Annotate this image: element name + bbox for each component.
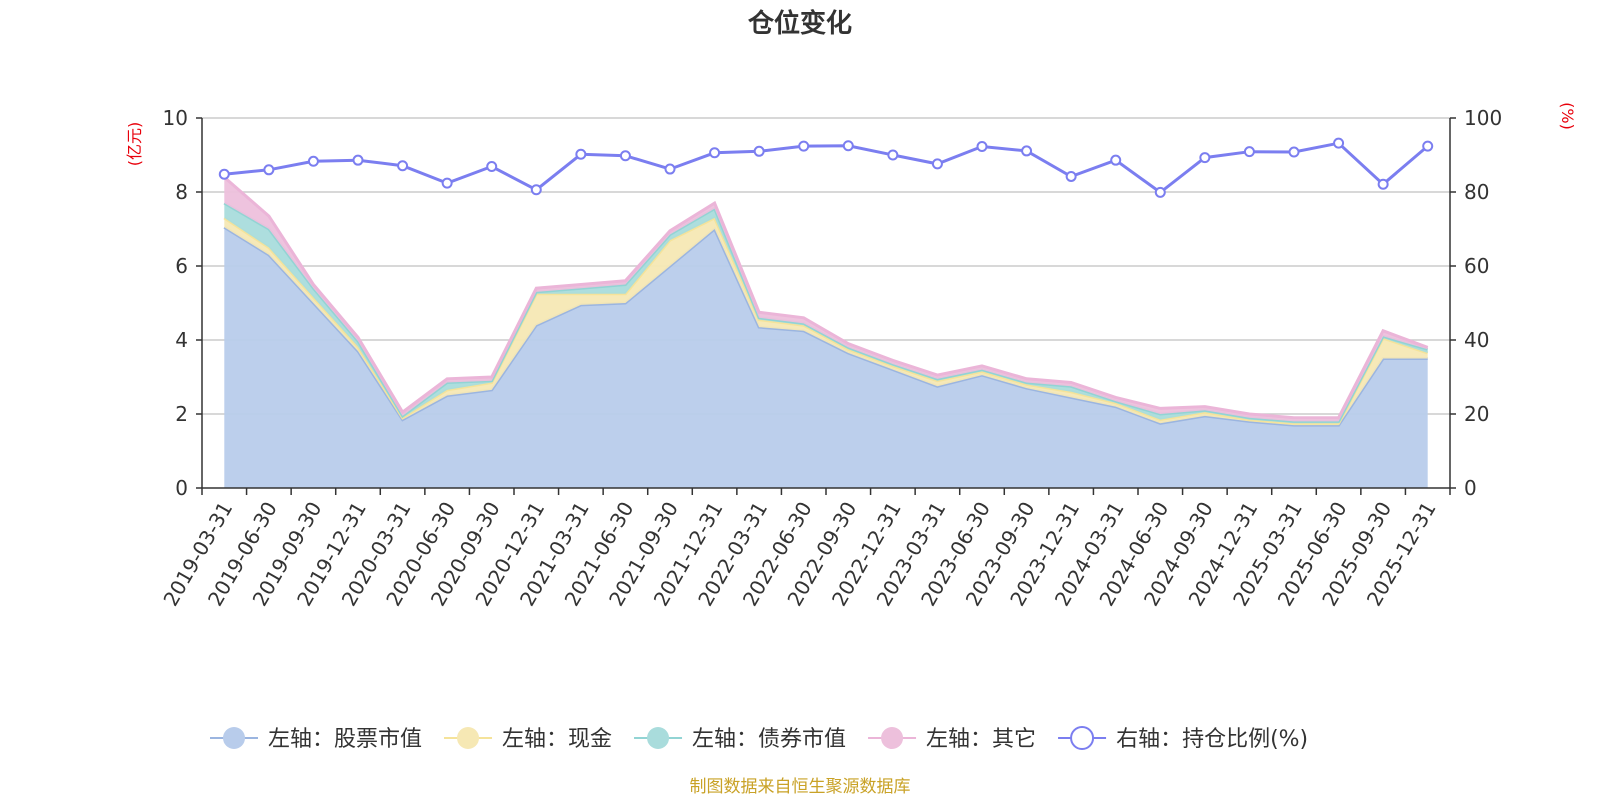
holding-ratio-point [218, 168, 230, 180]
holding-ratio-point [530, 184, 542, 196]
holding-ratio-point [842, 140, 854, 152]
holding-ratio-point [1199, 152, 1211, 164]
left-tick-label: 6 [175, 254, 188, 278]
holding-ratio-point [263, 164, 275, 176]
legend-marker [223, 727, 245, 749]
right-tick-label: 0 [1464, 476, 1477, 500]
legend-label: 右轴：持仓比例(%) [1116, 727, 1308, 752]
legend-label: 左轴：债券市值 [692, 727, 846, 752]
legend-label: 左轴：其它 [926, 727, 1036, 752]
holding-ratio-point [397, 160, 409, 172]
legend-marker [647, 727, 670, 749]
holding-ratio-point [1377, 178, 1389, 190]
holding-ratio-point [887, 149, 899, 161]
holding-ratio-point [753, 145, 765, 157]
holding-ratio-point [352, 154, 364, 166]
legend-item-4: 左轴：其它 [868, 727, 1036, 752]
holding-ratio-point [1110, 154, 1122, 166]
left-tick-label: 8 [175, 180, 188, 204]
holding-ratio-point [1021, 145, 1033, 157]
holding-ratio-point [1333, 137, 1345, 149]
holding-ratio-point [1288, 146, 1300, 158]
legend-item-3: 左轴：债券市值 [634, 727, 846, 752]
holding-ratio-point [307, 155, 319, 167]
holding-ratio-line [218, 137, 1434, 198]
chart-title: 仓位变化 [747, 8, 852, 39]
left-tick-label: 0 [175, 476, 188, 500]
legend-marker [881, 727, 904, 749]
legend: 左轴：股票市值 左轴：现金 左轴：债券市值 左轴：其它 右轴：持仓比例(%) [210, 726, 1308, 752]
left-tick-label: 2 [175, 402, 188, 426]
holding-ratio-path [224, 141, 1429, 195]
stacked-areas [223, 176, 1429, 488]
legend-item-1: 左轴：股票市值 [210, 727, 422, 752]
holding-ratio-point [931, 158, 943, 170]
holding-ratio-point [441, 177, 453, 189]
legend-label: 左轴：股票市值 [268, 727, 422, 752]
area-series-4-edge [223, 176, 1429, 420]
right-tick-label: 40 [1464, 328, 1489, 352]
right-tick-label: 80 [1464, 180, 1489, 204]
area-series-1 [224, 227, 1428, 488]
legend-item-5: 右轴：持仓比例(%) [1058, 726, 1308, 752]
holding-ratio-point [619, 150, 631, 162]
right-axis-unit: (%) [1558, 102, 1577, 130]
holding-ratio-point [1065, 170, 1077, 182]
legend-item-2: 左轴：现金 [444, 727, 612, 752]
holding-ratio-point [976, 140, 988, 152]
holding-ratio-point [486, 160, 498, 172]
holding-ratio-point [709, 147, 721, 159]
holding-ratio-point [664, 163, 676, 175]
right-tick-label: 60 [1464, 254, 1489, 278]
holding-ratio-point [575, 148, 587, 160]
holding-ratio-point [1243, 146, 1255, 158]
left-tick-label: 4 [175, 328, 188, 352]
holding-ratio-point [798, 140, 810, 152]
holding-ratio-point [1154, 186, 1166, 198]
legend-marker [1070, 726, 1095, 750]
holding-ratio-point [1422, 140, 1434, 152]
left-tick-label: 10 [163, 106, 188, 130]
legend-label: 左轴：现金 [502, 727, 612, 752]
data-source-note: 制图数据来自恒生聚源数据库 [690, 777, 911, 797]
legend-marker [457, 727, 480, 749]
right-tick-label: 100 [1464, 106, 1502, 130]
right-tick-label: 20 [1464, 402, 1489, 426]
left-axis-unit: (亿元) [125, 122, 144, 167]
